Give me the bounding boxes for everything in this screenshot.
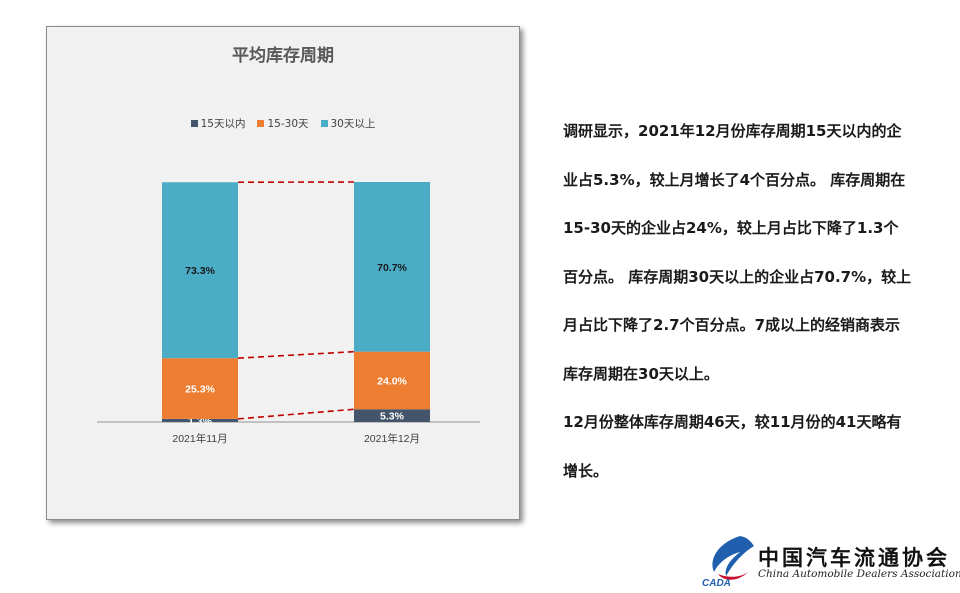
cada-emblem-icon: CADA bbox=[702, 536, 754, 588]
data-label: 24.0% bbox=[377, 375, 407, 387]
analysis-paragraph: 12月份整体库存周期46天，较11月份的41天略有增长。 bbox=[563, 413, 902, 480]
connector-line bbox=[237, 350, 355, 359]
bar-segment bbox=[162, 358, 238, 419]
chart-panel: 平均库存周期 15天以内 15-30天 30天以上 1.3% 25.3% 73.3%… bbox=[46, 26, 520, 520]
data-label: 70.7% bbox=[377, 262, 407, 274]
cada-logo: CADA 中国汽车流通协会 China Automobile Dealers A… bbox=[700, 532, 960, 588]
analysis-paragraph: 调研显示，2021年12月份库存周期15天以内的企业占5.3%，较上月增长了4个… bbox=[563, 122, 912, 383]
legend-label: 15天以内 bbox=[200, 118, 246, 130]
legend-swatch bbox=[190, 120, 198, 127]
logo-english-name: China Automobile Dealers Association bbox=[758, 568, 960, 580]
connector-line bbox=[237, 408, 355, 420]
legend-label: 30天以上 bbox=[330, 118, 376, 130]
data-label: 25.3% bbox=[185, 384, 215, 396]
legend-item-15-inside: 15天以内 bbox=[190, 116, 246, 131]
cada-mark-text: CADA bbox=[702, 578, 731, 588]
chart-title: 平均库存周期 bbox=[232, 46, 334, 66]
legend-label: 15-30天 bbox=[267, 118, 309, 130]
legend-item-30-plus: 30天以上 bbox=[320, 116, 376, 131]
chart-plot-area: 1.3%25.3%73.3%2021年11月5.3%24.0%70.7%2021… bbox=[97, 181, 480, 445]
bar-segment bbox=[354, 409, 430, 422]
bar-segment bbox=[354, 351, 430, 410]
data-label: 5.3% bbox=[380, 411, 405, 423]
analysis-text: 调研显示，2021年12月份库存周期15天以内的企业占5.3%，较上月增长了4个… bbox=[563, 107, 913, 495]
legend-item-15-30: 15-30天 bbox=[257, 116, 309, 131]
legend-swatch bbox=[320, 120, 328, 127]
bar-segment bbox=[162, 182, 238, 359]
bar-segment bbox=[354, 182, 430, 352]
data-label: 73.3% bbox=[185, 265, 215, 277]
logo-chinese-name: 中国汽车流通协会 bbox=[758, 545, 950, 570]
chart-legend: 15天以内 15-30天 30天以上 bbox=[47, 116, 519, 131]
x-tick-label: 2021年12月 bbox=[364, 432, 420, 445]
legend-swatch bbox=[257, 120, 265, 127]
bar-segment bbox=[162, 418, 238, 422]
x-tick-label: 2021年11月 bbox=[172, 432, 227, 445]
